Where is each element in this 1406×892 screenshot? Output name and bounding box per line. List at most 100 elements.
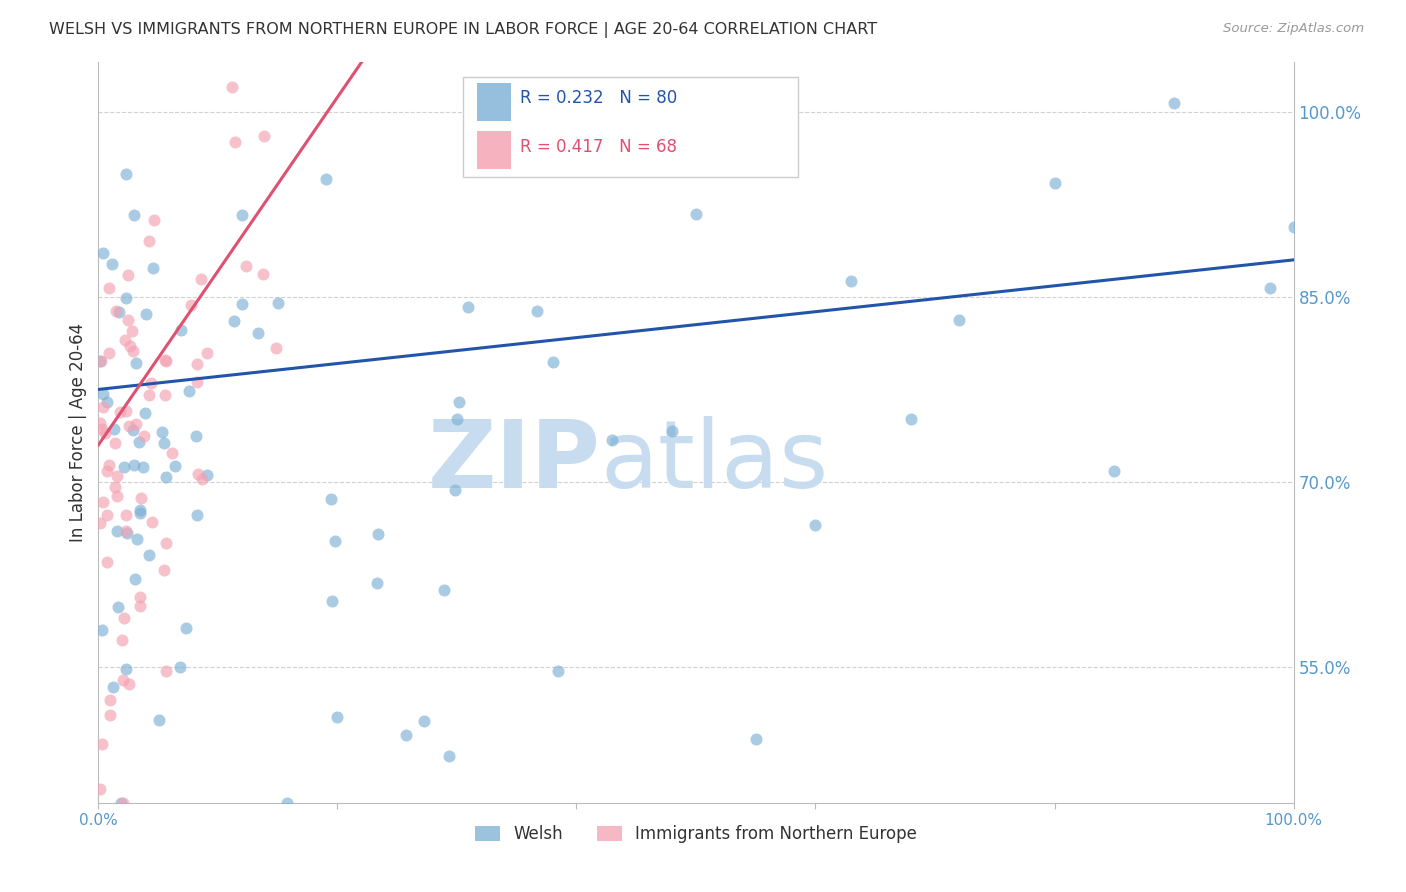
Point — [134, 429, 156, 443]
Point — [222, 314, 245, 328]
Point — [252, 267, 274, 281]
Point — [114, 508, 136, 523]
Point — [91, 494, 114, 508]
Point — [112, 796, 135, 810]
Point — [124, 208, 146, 222]
Point — [155, 354, 177, 368]
Point — [141, 515, 163, 529]
Point — [89, 516, 111, 531]
Y-axis label: In Labor Force | Age 20-64: In Labor Force | Age 20-64 — [69, 323, 87, 542]
Point — [124, 458, 146, 472]
Point — [323, 533, 346, 548]
Point — [321, 594, 343, 608]
Point — [139, 376, 162, 391]
Point — [118, 419, 141, 434]
Point — [125, 356, 148, 370]
Point — [122, 343, 145, 358]
Point — [142, 260, 165, 275]
Text: ZIP: ZIP — [427, 417, 600, 508]
Legend: Welsh, Immigrants from Northern Europe: Welsh, Immigrants from Northern Europe — [468, 819, 924, 850]
Point — [90, 354, 112, 368]
Point — [115, 526, 138, 541]
Point — [191, 472, 214, 486]
Point — [948, 312, 970, 326]
Point — [1258, 281, 1281, 295]
Point — [253, 129, 276, 144]
Point — [98, 693, 121, 707]
Point — [231, 297, 253, 311]
Point — [247, 326, 270, 340]
Point — [101, 257, 124, 271]
Point — [366, 526, 388, 541]
Point — [177, 384, 200, 398]
Point — [134, 406, 156, 420]
Point — [661, 424, 683, 438]
Point — [153, 563, 176, 577]
Point — [153, 353, 176, 368]
Point — [107, 305, 129, 319]
Point — [115, 524, 138, 538]
Point — [235, 259, 257, 273]
Point — [526, 304, 548, 318]
Point — [98, 707, 121, 722]
Point — [129, 590, 152, 604]
Point — [319, 492, 342, 507]
Point — [91, 623, 114, 637]
Point — [138, 548, 160, 562]
Point — [117, 313, 139, 327]
Text: R = 0.232   N = 80: R = 0.232 N = 80 — [520, 89, 678, 107]
Point — [117, 268, 139, 282]
Point — [264, 341, 287, 355]
Point — [433, 582, 456, 597]
Point — [91, 245, 114, 260]
Point — [221, 80, 243, 95]
Point — [602, 434, 624, 448]
Point — [447, 395, 470, 409]
Point — [111, 673, 134, 687]
Point — [96, 465, 118, 479]
Point — [90, 737, 112, 751]
Point — [96, 394, 118, 409]
FancyBboxPatch shape — [477, 131, 510, 169]
Point — [395, 728, 418, 742]
Point — [446, 411, 468, 425]
Point — [143, 213, 166, 227]
Point — [89, 782, 111, 797]
Point — [103, 422, 125, 436]
Point — [187, 467, 209, 481]
Point — [155, 665, 177, 679]
Point — [1282, 219, 1305, 234]
Text: WELSH VS IMMIGRANTS FROM NORTHERN EUROPE IN LABOR FORCE | AGE 20-64 CORRELATION : WELSH VS IMMIGRANTS FROM NORTHERN EUROPE… — [49, 22, 877, 38]
Point — [105, 489, 128, 503]
Text: Source: ZipAtlas.com: Source: ZipAtlas.com — [1223, 22, 1364, 36]
Point — [439, 749, 461, 764]
Text: R = 0.417   N = 68: R = 0.417 N = 68 — [520, 138, 678, 156]
Point — [190, 272, 212, 286]
Point — [186, 357, 208, 371]
Point — [91, 400, 114, 414]
Point — [129, 599, 152, 613]
Point — [1043, 176, 1066, 190]
Point — [186, 375, 208, 389]
Point — [104, 435, 127, 450]
Point — [170, 323, 193, 337]
Point — [1104, 464, 1126, 478]
Point — [195, 346, 218, 360]
Point — [121, 324, 143, 338]
Point — [128, 506, 150, 520]
Point — [124, 417, 146, 431]
Point — [276, 796, 298, 810]
FancyBboxPatch shape — [477, 83, 510, 121]
Point — [97, 281, 120, 295]
Point — [112, 611, 135, 625]
Point — [186, 508, 208, 523]
Point — [153, 436, 176, 450]
Point — [114, 291, 136, 305]
Point — [184, 429, 207, 443]
Point — [412, 714, 434, 729]
Point — [180, 298, 202, 312]
Point — [224, 135, 246, 149]
Point — [900, 412, 922, 426]
Point — [98, 346, 121, 360]
Point — [195, 468, 218, 483]
